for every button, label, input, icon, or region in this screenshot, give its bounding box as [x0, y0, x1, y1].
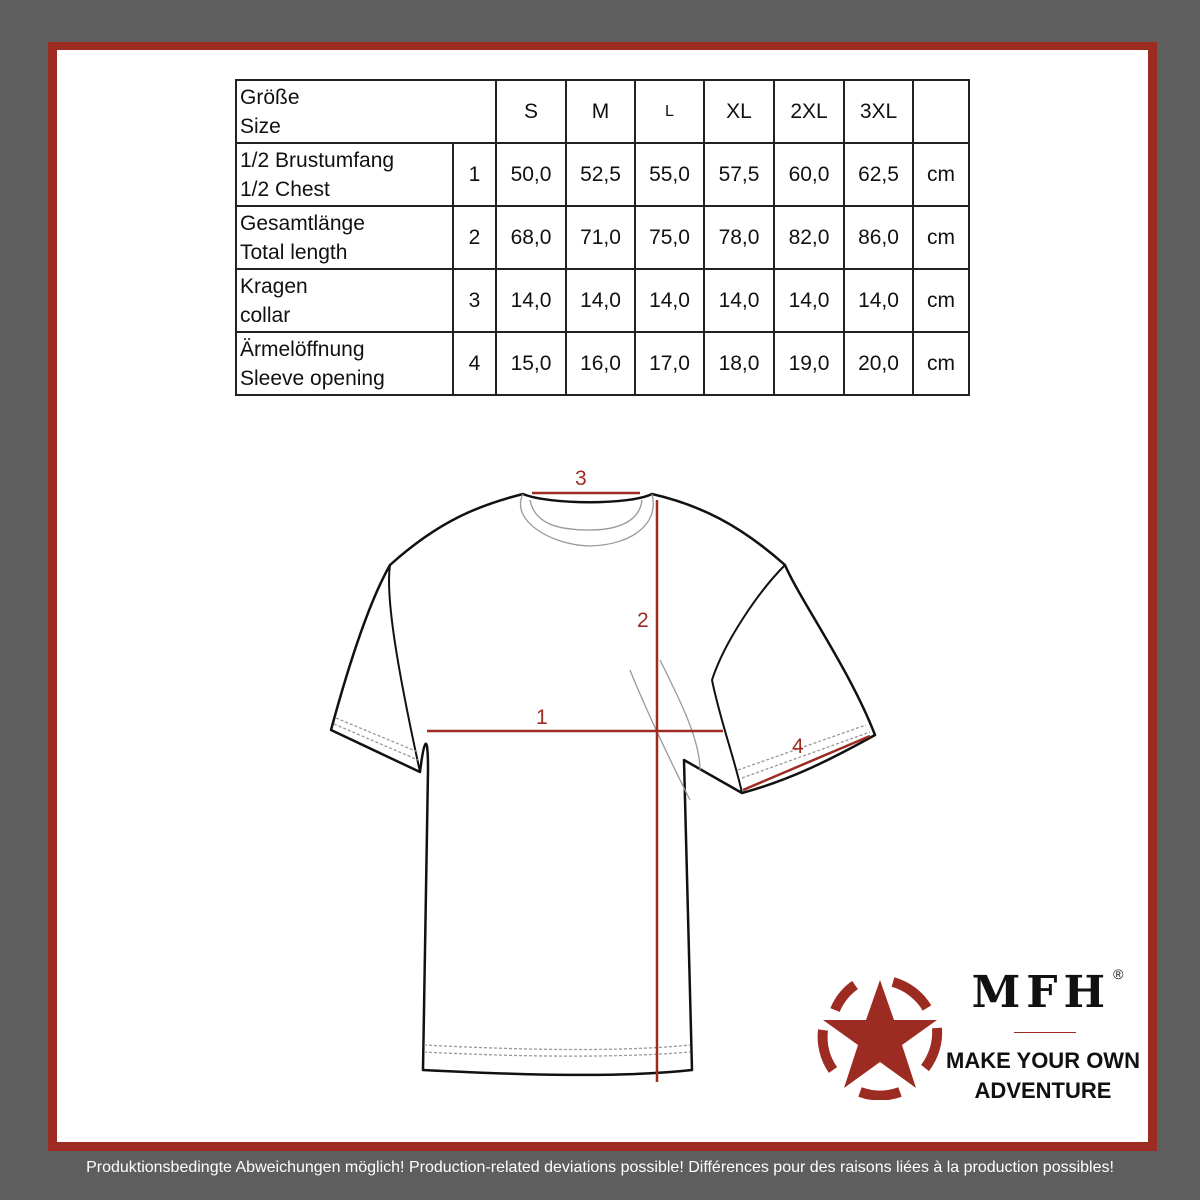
table-row: Gesamtlänge Total length 2 68,0 71,0 75,0 78,0…	[235, 205, 970, 270]
value-cell: 82,0	[773, 205, 845, 270]
row-label: 1/2 Brustumfang 1/2 Chest	[235, 142, 454, 207]
marker-2: 2	[637, 609, 649, 632]
value-cell: 14,0	[773, 268, 845, 333]
slogan-line-1: MAKE YOUR OWN	[946, 1048, 1140, 1073]
value-cell: 16,0	[565, 331, 636, 396]
table-header-row: Größe Size S M L XL 2XL 3XL	[235, 79, 970, 144]
registered-mark: ®	[1113, 966, 1124, 982]
empty-cell	[912, 79, 970, 144]
size-cell: S	[495, 79, 567, 144]
unit-cell: cm	[912, 205, 970, 270]
value-cell: 60,0	[773, 142, 845, 207]
value-cell: 18,0	[703, 331, 775, 396]
size-table: Größe Size S M L XL 2XL 3XL 1/2 Brustumfa…	[235, 79, 970, 396]
value-cell: 52,5	[565, 142, 636, 207]
table-row: 1/2 Brustumfang 1/2 Chest 1 50,0 52,5 55,0 57,…	[235, 142, 970, 207]
value-cell: 19,0	[773, 331, 845, 396]
logo-divider	[1014, 1032, 1076, 1033]
label-de: Gesamtlänge	[240, 211, 365, 235]
label-en: Sleeve opening	[240, 366, 385, 390]
row-number: 2	[452, 205, 497, 270]
value-cell: 55,0	[634, 142, 705, 207]
label-en: Total length	[240, 240, 348, 264]
brand-name: MFH	[971, 967, 1112, 1018]
marker-3: 3	[575, 467, 587, 490]
size-cell: 3XL	[843, 79, 914, 144]
size-cell: 2XL	[773, 79, 845, 144]
value-cell: 17,0	[634, 331, 705, 396]
value-cell: 15,0	[495, 331, 567, 396]
row-number: 3	[452, 268, 497, 333]
label-en: Size	[240, 114, 281, 138]
label-de: Ärmelöffnung	[240, 337, 365, 361]
row-number: 4	[452, 331, 497, 396]
label-de: Kragen	[240, 274, 308, 298]
unit-cell: cm	[912, 331, 970, 396]
value-cell: 50,0	[495, 142, 567, 207]
size-label: Größe Size	[235, 79, 497, 144]
size-cell: L	[634, 79, 705, 144]
brand-wordmark: MFH ®	[955, 966, 1140, 1020]
table-row: Ärmelöffnung Sleeve opening 4 15,0 16,0 17,0 1…	[235, 331, 970, 396]
measure-line-4	[742, 734, 871, 792]
value-cell: 78,0	[703, 205, 775, 270]
value-cell: 14,0	[843, 268, 914, 333]
slogan-line-2: ADVENTURE	[974, 1078, 1112, 1103]
value-cell: 14,0	[565, 268, 636, 333]
label-en: 1/2 Chest	[240, 177, 330, 201]
label-en: collar	[240, 303, 291, 327]
row-label: Gesamtlänge Total length	[235, 205, 454, 270]
measure-lines	[427, 491, 871, 1082]
row-label: Kragen collar	[235, 268, 454, 333]
label-de: 1/2 Brustumfang	[240, 148, 395, 172]
value-cell: 14,0	[634, 268, 705, 333]
value-cell: 68,0	[495, 205, 567, 270]
slogan: MAKE YOUR OWN ADVENTURE	[930, 1046, 1156, 1106]
value-cell: 71,0	[565, 205, 636, 270]
tshirt-details	[333, 493, 871, 1057]
value-cell: 20,0	[843, 331, 914, 396]
table-row: Kragen collar 3 14,0 14,0 14,0 14,0 14,0 14,0 cm	[235, 268, 970, 333]
unit-cell: cm	[912, 268, 970, 333]
size-cell: M	[565, 79, 636, 144]
value-cell: 14,0	[495, 268, 567, 333]
tshirt-outline	[329, 492, 877, 1077]
label-de: Größe	[240, 85, 300, 109]
unit-cell: cm	[912, 142, 970, 207]
marker-1: 1	[536, 706, 548, 729]
value-cell: 57,5	[703, 142, 775, 207]
star-logo-icon	[817, 977, 943, 1100]
value-cell: 86,0	[843, 205, 914, 270]
row-number: 1	[452, 142, 497, 207]
size-cell: XL	[703, 79, 775, 144]
value-cell: 14,0	[703, 268, 775, 333]
marker-4: 4	[792, 735, 804, 758]
row-label: Ärmelöffnung Sleeve opening	[235, 331, 454, 396]
value-cell: 75,0	[634, 205, 705, 270]
value-cell: 62,5	[843, 142, 914, 207]
footer-disclaimer: Produktionsbedingte Abweichungen möglich…	[86, 1159, 1114, 1176]
